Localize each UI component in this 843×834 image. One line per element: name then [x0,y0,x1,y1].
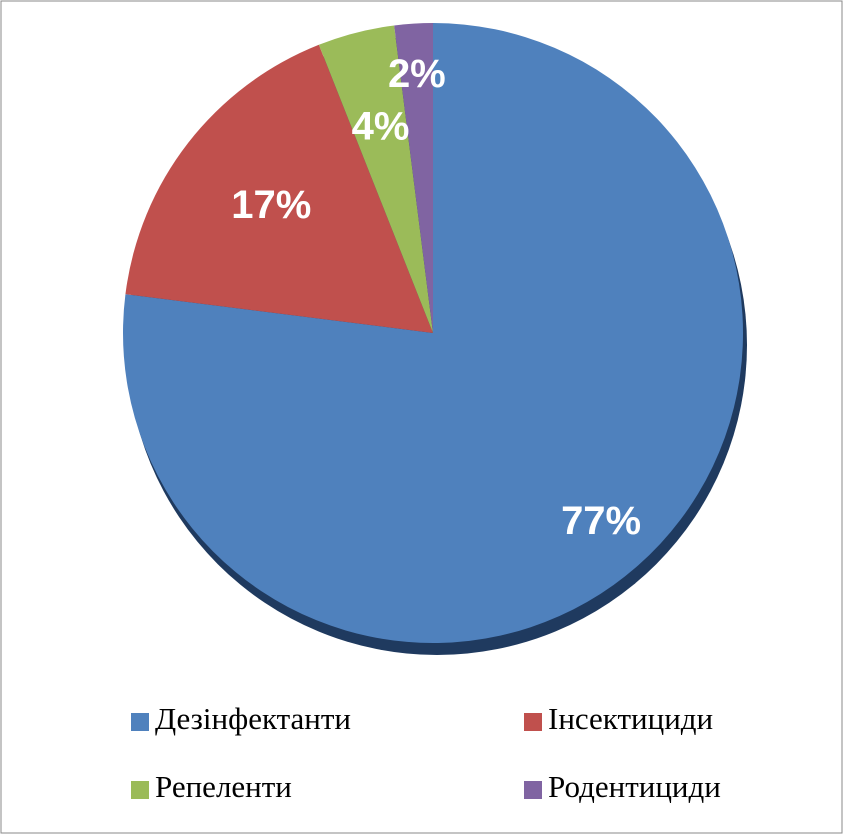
legend-label: Інсектициди [548,701,713,736]
pie-slice [122,23,743,643]
legend-label: Репеленти [155,769,292,804]
legend-label: Дезінфектанти [155,701,351,736]
data-label: 77% [561,499,641,543]
legend-label: Родентициди [548,769,721,804]
data-label: 2% [388,52,446,96]
legend-marker [524,781,542,799]
legend-marker [131,713,149,731]
pie-slice [125,44,433,334]
pie-slice [394,23,433,333]
data-label: 4% [352,104,410,148]
legend-marker [524,713,542,731]
legend-marker [131,781,149,799]
data-label: 17% [231,183,311,227]
pie-slice [318,25,433,333]
